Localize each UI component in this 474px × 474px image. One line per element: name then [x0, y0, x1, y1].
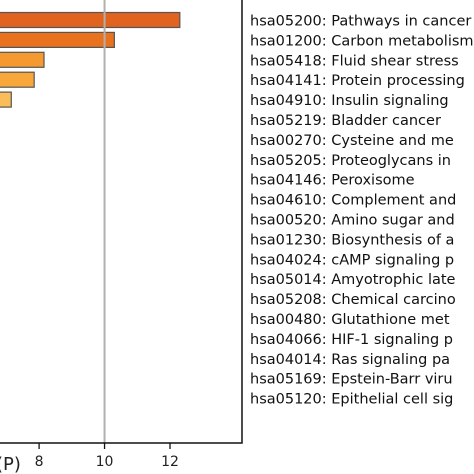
term-label-17: hsa04014: Ras signaling pa — [250, 352, 450, 368]
plot-frame — [0, 0, 243, 444]
term-label-10: hsa00520: Amino sugar and — [250, 213, 455, 229]
bar-3 — [0, 71, 35, 88]
term-label-18: hsa05169: Epstein-Barr viru — [250, 372, 453, 388]
term-label-16: hsa04066: HIF-1 signaling p — [250, 332, 453, 348]
term-label-15: hsa00480: Glutathione met — [250, 312, 450, 328]
term-label-2: hsa05418: Fluid shear stress — [250, 53, 459, 69]
bar-1 — [0, 31, 115, 49]
term-label-8: hsa04146: Peroxisome — [250, 173, 415, 189]
term-label-3: hsa04141: Protein processing — [250, 73, 465, 89]
term-labels: hsa05200: Pathways in cancer hsa01200: Ca… — [250, 14, 474, 408]
x-tick-label-1: 10 — [96, 454, 114, 470]
term-label-0: hsa05200: Pathways in cancer — [250, 14, 471, 30]
term-label-13: hsa05014: Amyotrophic late — [250, 272, 456, 288]
term-label-14: hsa05208: Chemical carcino — [250, 292, 456, 308]
term-label-4: hsa04910: Insulin signaling — [250, 93, 449, 109]
bar-2 — [0, 51, 45, 68]
x-axis-title: (P) — [0, 454, 21, 474]
x-tick-label-2: 12 — [161, 454, 179, 470]
term-label-19: hsa05120: Epithelial cell sig — [250, 392, 453, 408]
x-tick-label-0: 8 — [35, 454, 44, 470]
bars-layer — [0, 11, 181, 108]
term-label-11: hsa01230: Biosynthesis of a — [250, 232, 454, 248]
term-label-9: hsa04610: Complement and — [250, 193, 456, 209]
term-label-1: hsa01200: Carbon metabolism — [250, 33, 474, 49]
term-label-5: hsa05219: Bladder cancer — [250, 113, 441, 129]
term-label-6: hsa00270: Cysteine and me — [250, 133, 454, 149]
bar-0 — [0, 11, 181, 29]
term-label-12: hsa04024: cAMP signaling p — [250, 252, 454, 268]
bar-4 — [0, 91, 12, 108]
term-label-7: hsa05205: Proteoglycans in — [250, 153, 451, 169]
x-axis: 8 10 12 — [35, 443, 179, 470]
